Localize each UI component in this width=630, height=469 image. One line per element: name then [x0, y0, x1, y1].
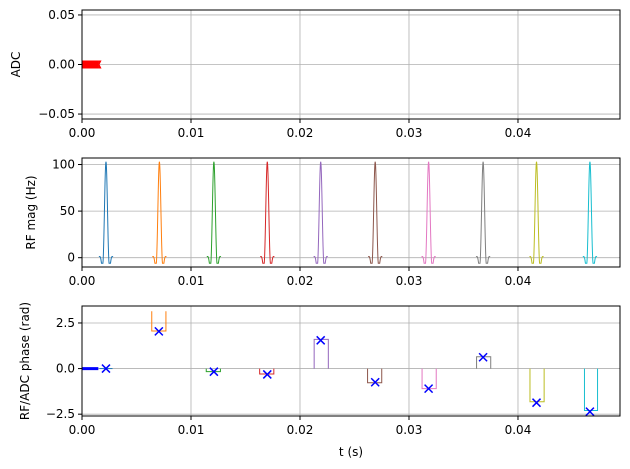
rf-mag-axes: 0.00 0.01 0.02 0.03 0.04 0 50 100 RF mag (Hz)	[24, 157, 621, 288]
x-tick-label: 0.02	[287, 126, 314, 140]
x-tick-label: 0.04	[505, 126, 532, 140]
x-tick-label: 0.01	[178, 126, 205, 140]
rf-pulse-rf-2	[152, 161, 167, 264]
y-tick-label: −2.5	[46, 407, 75, 421]
rf-pulse-rf-4	[259, 161, 275, 264]
y-tick-label: 2.5	[56, 316, 75, 330]
y-tick-label: 0	[67, 251, 75, 265]
x-tick-label: 0.04	[505, 274, 532, 288]
rf-phase-rf-2	[151, 311, 167, 332]
rf-pulse-rf-7	[421, 161, 436, 264]
plot-area	[98, 161, 598, 264]
phase-x-marker	[424, 384, 434, 394]
rf-phase-rf-10	[583, 368, 599, 412]
y-tick-label: 50	[60, 204, 75, 218]
rf-pulse-rf-9	[529, 161, 544, 264]
phase-x-marker	[531, 398, 542, 408]
phase-x-marker	[209, 367, 219, 377]
y-tick-label: −0.05	[38, 107, 75, 121]
x-tick-label: 0.04	[505, 423, 532, 437]
plot-area	[82, 60, 102, 69]
phase-axes: 0.00 0.01 0.02 0.03 0.04 −2.5 0.0 2.5 RF/ADC pha…	[18, 302, 621, 437]
plot-area	[82, 311, 599, 416]
x-tick-label: 0.03	[396, 126, 423, 140]
rf-pulse-rf-5	[313, 161, 328, 264]
phase-x-marker	[154, 326, 164, 336]
phase-x-marker	[101, 364, 111, 374]
rf-pulse-rf-6	[367, 161, 383, 264]
x-tick-label: 0.00	[69, 423, 96, 437]
phase-x-marker	[478, 352, 488, 362]
phase-x-marker	[585, 407, 595, 416]
axes-frame	[81, 305, 621, 417]
y-axis-label: RF mag (Hz)	[24, 175, 38, 249]
adc-sample-marker	[98, 60, 102, 69]
phase-x-marker	[262, 369, 272, 379]
x-axis-label: t (s)	[339, 445, 363, 459]
rf-pulse-rf-1	[98, 161, 114, 264]
y-axis-label: ADC	[9, 52, 23, 78]
rf-pulse-rf-8	[475, 161, 491, 264]
y-tick-label: 100	[52, 158, 75, 172]
axes-frame	[81, 157, 621, 268]
x-tick-label: 0.00	[69, 274, 96, 288]
y-tick-label: 0.00	[48, 58, 75, 72]
x-tick-label: 0.00	[69, 126, 96, 140]
x-tick-label: 0.01	[178, 274, 205, 288]
rf-phase-rf-9	[529, 368, 545, 403]
grid-lines	[81, 158, 620, 267]
x-tick-label: 0.02	[287, 274, 314, 288]
x-tick-label: 0.03	[396, 274, 423, 288]
adc-samples	[82, 60, 99, 69]
x-tick-label: 0.02	[287, 423, 314, 437]
y-tick-label: 0.05	[48, 8, 75, 22]
x-tick-label: 0.03	[396, 423, 423, 437]
x-tick-label: 0.01	[178, 423, 205, 437]
adc-axes: 0.00 0.01 0.02 0.03 0.04 −0.05 0.00 0.05 ADC	[9, 8, 621, 140]
rf-pulse-rf-3	[206, 161, 222, 264]
phase-x-marker	[370, 377, 380, 387]
rf-pulse-rf-10	[582, 161, 598, 264]
grid-lines	[81, 10, 620, 119]
y-axis-label: RF/ADC phase (rad)	[18, 302, 32, 420]
y-tick-label: 0.0	[56, 362, 75, 376]
rf-phase-rf-7	[421, 368, 437, 390]
phase-x-marker	[316, 335, 326, 345]
